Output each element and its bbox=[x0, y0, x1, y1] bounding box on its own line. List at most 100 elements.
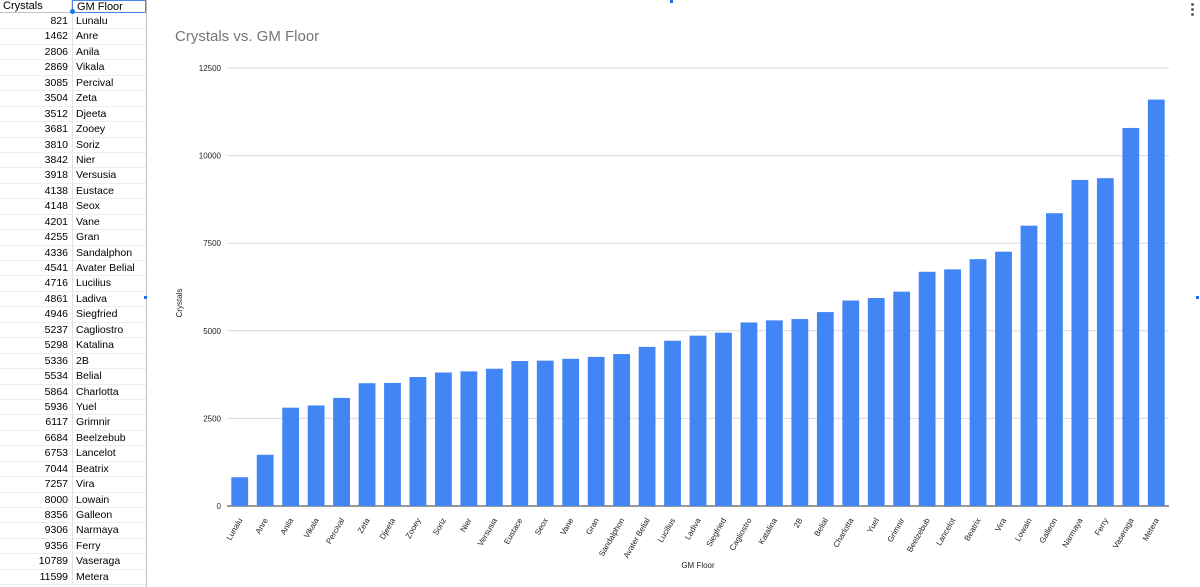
crystals-cell[interactable]: 4138 bbox=[44, 184, 68, 197]
gm-floor-cell[interactable]: Zeta bbox=[76, 92, 98, 105]
table-row[interactable]: 5237 Cagliostro bbox=[0, 322, 146, 339]
gm-floor-cell[interactable]: Beatrix bbox=[76, 462, 109, 475]
crystals-cell[interactable]: 4336 bbox=[44, 246, 68, 259]
table-row[interactable]: 1462 Anre bbox=[0, 29, 146, 45]
gm-floor-cell[interactable]: Beelzebub bbox=[76, 431, 126, 444]
column-header-crystals[interactable]: Crystals bbox=[0, 0, 72, 13]
gm-floor-cell[interactable]: Lowain bbox=[76, 493, 110, 506]
crystals-cell[interactable]: 5336 bbox=[44, 354, 68, 367]
table-row[interactable]: 6684 Beelzebub bbox=[0, 430, 146, 447]
gm-floor-cell[interactable]: Soriz bbox=[76, 138, 100, 151]
table-row[interactable]: 5864 Charlotta bbox=[0, 384, 146, 400]
table-row[interactable]: 10789 Vaseraga bbox=[0, 554, 146, 570]
table-row[interactable]: 9356 Ferry bbox=[0, 538, 146, 555]
gm-floor-cell[interactable]: Seox bbox=[76, 200, 100, 213]
bar-chart[interactable]: Crystals vs. GM Floor 0 2500 5000 7500 10000 1… bbox=[147, 0, 1200, 587]
table-row[interactable]: 5336 2B bbox=[0, 353, 146, 370]
gm-floor-cell[interactable]: Narmaya bbox=[76, 524, 119, 537]
table-row[interactable]: 5298 Katalina bbox=[0, 338, 146, 354]
gm-floor-cell[interactable]: Ladiva bbox=[76, 292, 107, 305]
table-row[interactable]: 4861 Ladiva bbox=[0, 291, 146, 308]
crystals-cell[interactable]: 3512 bbox=[44, 107, 68, 120]
table-row[interactable]: 3512 Djeeta bbox=[0, 106, 146, 123]
chart-right-resize-handle[interactable] bbox=[1196, 296, 1199, 299]
table-row[interactable]: 821 Lunalu bbox=[0, 14, 146, 30]
crystals-cell[interactable]: 5298 bbox=[44, 339, 68, 352]
gm-floor-cell[interactable]: Grimnir bbox=[76, 416, 111, 429]
gm-floor-cell[interactable]: Nier bbox=[76, 153, 96, 166]
table-row[interactable]: 6117 Grimnir bbox=[0, 415, 146, 431]
crystals-cell[interactable]: 4716 bbox=[44, 277, 68, 290]
crystals-cell[interactable]: 3681 bbox=[44, 123, 68, 136]
crystals-cell[interactable]: 3504 bbox=[44, 92, 68, 105]
gm-floor-cell[interactable]: Avater Belial bbox=[76, 262, 135, 274]
column-header-gm-floor[interactable]: GM Floor bbox=[72, 0, 146, 13]
gm-floor-cell[interactable]: Vikala bbox=[76, 61, 105, 74]
table-row[interactable]: 3918 Versusia bbox=[0, 168, 146, 184]
gm-floor-cell[interactable]: Siegfried bbox=[76, 308, 118, 321]
table-row[interactable]: 3681 Zooey bbox=[0, 122, 146, 138]
chart-menu-icon[interactable] bbox=[1191, 2, 1195, 18]
crystals-cell[interactable]: 4541 bbox=[44, 262, 68, 274]
gm-floor-cell[interactable]: Sandalphon bbox=[76, 246, 133, 259]
table-row[interactable]: 4138 Eustace bbox=[0, 183, 146, 200]
table-row[interactable]: 8000 Lowain bbox=[0, 492, 146, 508]
gm-floor-cell[interactable]: Galleon bbox=[76, 509, 113, 521]
table-row[interactable]: 7257 Vira bbox=[0, 477, 146, 493]
gm-floor-cell[interactable]: Cagliostro bbox=[76, 323, 124, 336]
chart-left-resize-handle[interactable] bbox=[144, 296, 147, 299]
table-row[interactable]: 4336 Sandalphon bbox=[0, 245, 146, 261]
crystals-cell[interactable]: 10789 bbox=[38, 555, 68, 568]
crystals-cell[interactable]: 8356 bbox=[44, 509, 68, 521]
gm-floor-cell[interactable]: Lancelot bbox=[76, 447, 116, 460]
crystals-cell[interactable]: 4861 bbox=[44, 292, 68, 305]
gm-floor-cell[interactable]: Anila bbox=[76, 45, 100, 58]
table-row[interactable]: 6753 Lancelot bbox=[0, 446, 146, 462]
table-row[interactable]: 5534 Belial bbox=[0, 369, 146, 385]
crystals-cell[interactable]: 1462 bbox=[44, 30, 68, 43]
gm-floor-cell[interactable]: Katalina bbox=[76, 339, 114, 352]
gm-floor-cell[interactable]: Metera bbox=[76, 570, 109, 583]
crystals-cell[interactable]: 3918 bbox=[44, 169, 68, 182]
table-row[interactable]: 4201 Vane bbox=[0, 214, 146, 231]
gm-floor-cell[interactable]: Yuel bbox=[76, 400, 97, 413]
gm-floor-cell[interactable]: Lucilius bbox=[76, 277, 112, 290]
gm-floor-cell[interactable]: Gran bbox=[76, 231, 100, 244]
chart-top-resize-handle[interactable] bbox=[670, 0, 673, 3]
gm-floor-cell[interactable]: Percival bbox=[76, 76, 114, 89]
crystals-cell[interactable]: 6753 bbox=[44, 447, 68, 460]
crystals-cell[interactable]: 5534 bbox=[44, 370, 68, 383]
crystals-cell[interactable]: 5864 bbox=[44, 385, 68, 398]
table-row[interactable]: 2806 Anila bbox=[0, 44, 146, 61]
table-row[interactable]: 7044 Beatrix bbox=[0, 461, 146, 478]
table-row[interactable]: 11599 Metera bbox=[0, 569, 146, 586]
crystals-cell[interactable]: 821 bbox=[50, 15, 68, 27]
selection-handle-icon[interactable] bbox=[70, 9, 75, 14]
table-row[interactable]: 4148 Seox bbox=[0, 199, 146, 215]
crystals-cell[interactable]: 5936 bbox=[44, 400, 68, 413]
crystals-cell[interactable]: 7257 bbox=[44, 478, 68, 491]
table-row[interactable]: 3504 Zeta bbox=[0, 91, 146, 107]
crystals-cell[interactable]: 6117 bbox=[45, 416, 68, 429]
gm-floor-cell[interactable]: Ferry bbox=[76, 539, 101, 552]
crystals-cell[interactable]: 5237 bbox=[44, 323, 68, 336]
table-row[interactable]: 4255 Gran bbox=[0, 230, 146, 246]
table-row[interactable]: 3842 Nier bbox=[0, 152, 146, 169]
table-row[interactable]: 4946 Siegfried bbox=[0, 307, 146, 323]
gm-floor-cell[interactable]: Vane bbox=[76, 215, 100, 228]
crystals-cell[interactable]: 4201 bbox=[44, 215, 68, 228]
gm-floor-cell[interactable]: Lunalu bbox=[76, 15, 108, 27]
crystals-cell[interactable]: 4255 bbox=[44, 231, 68, 244]
crystals-cell[interactable]: 9356 bbox=[44, 539, 68, 552]
table-row[interactable]: 2869 Vikala bbox=[0, 60, 146, 76]
crystals-cell[interactable]: 8000 bbox=[44, 493, 68, 506]
crystals-cell[interactable]: 2869 bbox=[44, 61, 68, 74]
gm-floor-cell[interactable]: Belial bbox=[76, 370, 102, 383]
crystals-cell[interactable]: 11599 bbox=[39, 570, 68, 583]
crystals-cell[interactable]: 2806 bbox=[44, 45, 68, 58]
table-row[interactable]: 3085 Percival bbox=[0, 75, 146, 92]
gm-floor-cell[interactable]: Anre bbox=[76, 30, 99, 43]
gm-floor-cell[interactable]: Vaseraga bbox=[76, 555, 121, 568]
crystals-cell[interactable]: 3842 bbox=[44, 153, 68, 166]
crystals-cell[interactable]: 4148 bbox=[44, 200, 68, 213]
